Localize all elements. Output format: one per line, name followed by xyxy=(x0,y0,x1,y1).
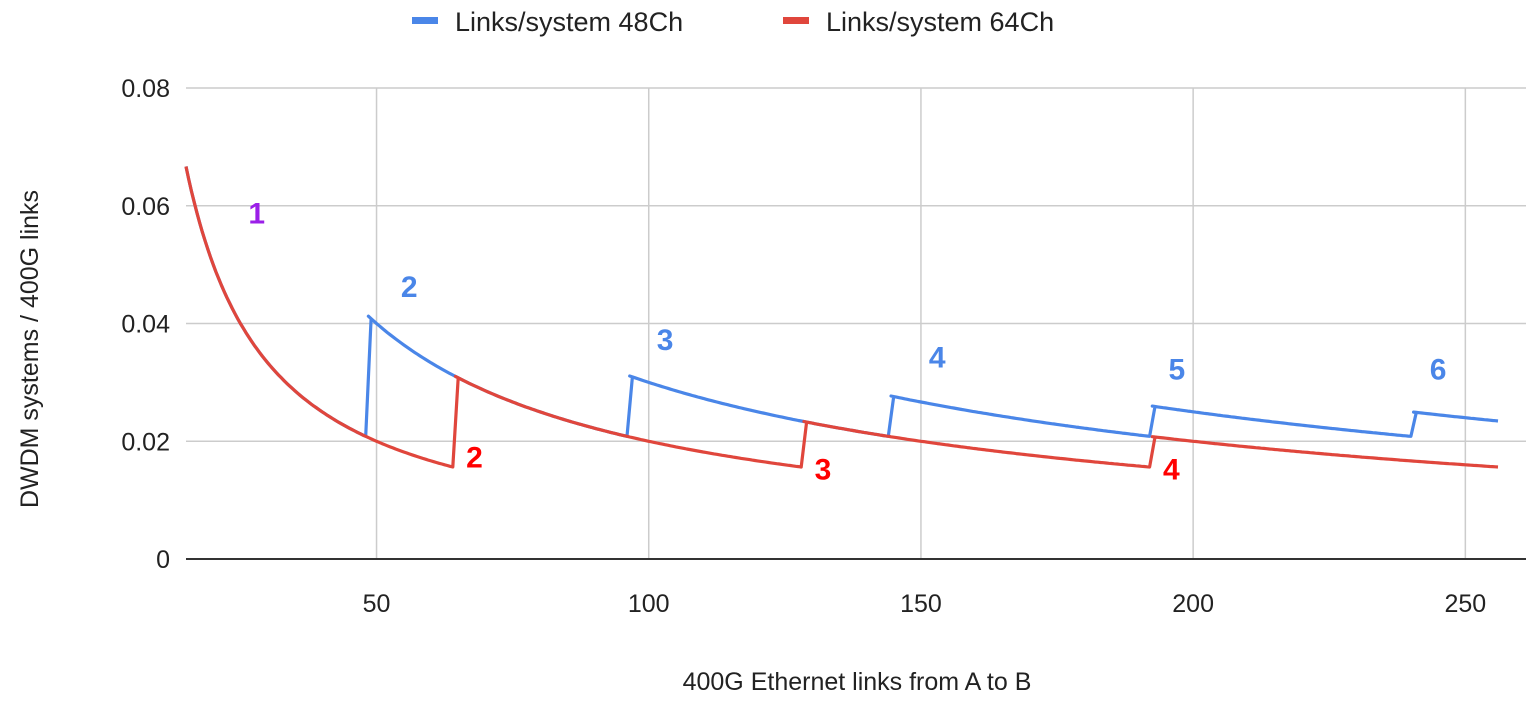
x-tick-label: 250 xyxy=(1444,590,1486,618)
x-tick-label: 150 xyxy=(900,590,942,618)
grid xyxy=(186,87,1526,559)
legend-label: Links/system 48Ch xyxy=(455,7,683,37)
annotation-label: 4 xyxy=(929,342,946,375)
y-axis-title: DWDM systems / 400G links xyxy=(16,190,44,508)
series-line-48ch xyxy=(184,166,1499,438)
y-tick-label: 0.08 xyxy=(121,75,170,103)
legend-swatch xyxy=(783,17,809,24)
legend-swatch xyxy=(412,17,438,24)
annotation-label: 2 xyxy=(401,271,418,304)
x-tick-label: 100 xyxy=(628,590,670,618)
y-tick-label: 0.04 xyxy=(121,311,170,339)
legend-label: Links/system 64Ch xyxy=(826,7,1054,37)
annotation-label: 5 xyxy=(1168,353,1185,386)
annotation-label: 1 xyxy=(248,197,265,230)
y-tick-label: 0.02 xyxy=(121,428,170,456)
x-axis-title: 400G Ethernet links from A to B xyxy=(683,668,1032,696)
annotation-label: 6 xyxy=(1430,353,1447,386)
x-tick-label: 200 xyxy=(1172,590,1214,618)
axes: 0 0.02 0.04 0.06 0.08 50 100 150 200 250 xyxy=(121,75,1526,618)
y-tick-label: 0 xyxy=(156,546,170,574)
legend: Links/system 48Ch Links/system 64Ch xyxy=(412,7,1054,37)
y-tick-label: 0.06 xyxy=(121,193,170,221)
series-lines xyxy=(184,166,1499,469)
annotation-label: 2 xyxy=(466,442,483,475)
series-line-64ch xyxy=(184,166,1499,469)
annotations: 1 2 3 4 5 6 2 3 4 xyxy=(248,197,1446,486)
annotation-label: 4 xyxy=(1163,454,1180,487)
annotation-label: 3 xyxy=(815,454,832,487)
x-tick-label: 50 xyxy=(363,590,391,618)
annotation-label: 3 xyxy=(657,324,674,357)
